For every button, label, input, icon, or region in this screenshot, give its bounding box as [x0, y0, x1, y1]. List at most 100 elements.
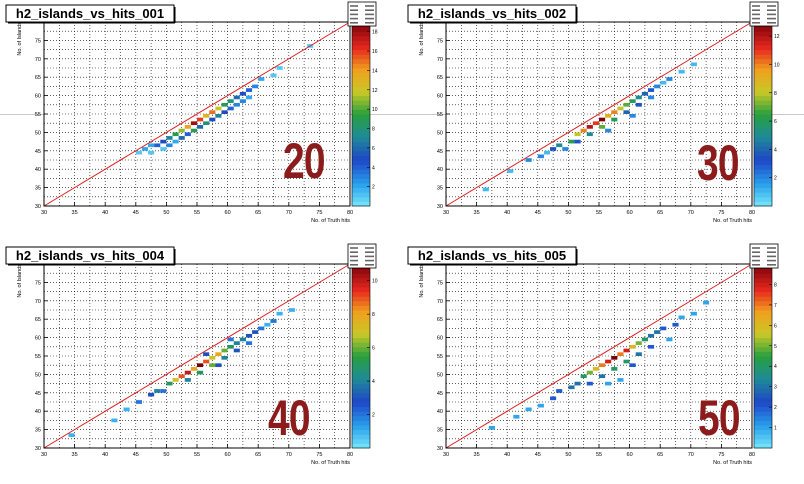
heatmap-cell [617, 352, 624, 356]
heatmap-cell [605, 128, 612, 133]
heatmap-cell [172, 132, 179, 137]
color-bar-segment [352, 379, 370, 385]
color-bar-segment [754, 196, 772, 202]
x-tick-label: 75 [718, 210, 724, 216]
heatmap-cell [270, 73, 277, 78]
heatmap-cell [258, 77, 265, 81]
color-bar-segment [352, 81, 370, 87]
color-bar-segment [754, 100, 772, 106]
heatmap-cell [635, 341, 642, 345]
heatmap-cell [556, 389, 563, 393]
histogram-panel-005: 30 35 40 45 50 55 60 65 70 75 80 30 35 40 45 50 55 60 65 70… [402, 242, 804, 484]
heatmap-cell [592, 367, 599, 371]
y-tick-label: 75 [437, 280, 443, 286]
x-tick-label: 80 [749, 210, 755, 216]
x-tick-label: 35 [72, 452, 78, 458]
heatmap-cell [190, 128, 197, 133]
color-bar-segment [352, 164, 370, 170]
heatmap-cell [160, 389, 167, 393]
heatmap-cell [166, 136, 173, 140]
grid [446, 264, 752, 448]
color-bar-tick-label: 6 [774, 119, 777, 125]
y-tick-label: 50 [35, 372, 41, 378]
color-bar-segment [352, 63, 370, 69]
color-bar-segment [352, 323, 370, 329]
color-bar-tick-label: 8 [774, 282, 777, 288]
heatmap-cell [599, 363, 606, 368]
heatmap-cell [641, 91, 648, 96]
heatmap-cell [203, 359, 210, 364]
color-bar-tick-label: 12 [774, 34, 780, 40]
heatmap-cell [68, 433, 75, 437]
color-bar-segment [352, 72, 370, 78]
heatmap-cell [629, 363, 636, 368]
color-bar-segment [352, 310, 370, 316]
color-bar-segment [352, 429, 370, 435]
color-bar-segment [754, 31, 772, 37]
heatmap-cell [172, 378, 179, 382]
color-bar-segment [352, 291, 370, 297]
x-tick-label: 35 [474, 210, 480, 216]
color-bar-segment [352, 26, 370, 32]
color-bar-segment [352, 127, 370, 133]
color-bar-segment [754, 314, 772, 320]
color-bar-segment [754, 379, 772, 385]
color-bar-segment [352, 155, 370, 161]
y-tick-label: 30 [35, 446, 41, 452]
heatmap-cell [197, 370, 204, 375]
heatmap-cell [599, 117, 606, 122]
heatmap-cell [574, 381, 581, 386]
color-bar-segment [352, 314, 370, 320]
color-bar-tick-label: 2 [372, 413, 375, 419]
heatmap-cells [488, 300, 710, 430]
color-bar-segment [352, 160, 370, 166]
color-bar-tick-label: 10 [774, 62, 780, 68]
heatmap-cell [215, 352, 222, 356]
x-axis-label: No. of Truth hits [311, 460, 350, 466]
x-tick-label: 80 [347, 210, 353, 216]
color-bar-segment [754, 95, 772, 101]
heatmap-cell [233, 341, 240, 345]
x-tick-label: 75 [316, 452, 322, 458]
heatmap-cell [660, 80, 667, 85]
color-bar-segment [352, 35, 370, 41]
x-tick-label: 65 [657, 452, 663, 458]
heatmap-cell [154, 143, 161, 148]
heatmap-cell [288, 308, 295, 312]
heatmap-cell [252, 84, 259, 89]
heatmap-cell [617, 378, 624, 382]
heatmap-cell [135, 150, 142, 155]
heatmap-cell [245, 88, 253, 92]
heatmap-cell [605, 381, 612, 386]
color-bar-segment [352, 342, 370, 348]
annotation-label: 20 [283, 133, 326, 189]
heatmap-cell [190, 121, 197, 126]
x-axis-label: No. of Truth hits [713, 218, 752, 224]
x-tick-label: 60 [225, 452, 231, 458]
heatmap-cells [482, 62, 697, 192]
color-bar-segment [352, 77, 370, 83]
y-tick-label: 70 [437, 299, 443, 305]
heatmap-cell [623, 102, 630, 107]
heatmap-cell [233, 95, 240, 100]
color-bar-segment [352, 123, 370, 129]
color-bar-segment [754, 392, 772, 398]
color-bar-segment [754, 114, 772, 120]
color-bar-segment [754, 40, 772, 46]
heatmap-cell [574, 139, 581, 144]
color-bar-segment [754, 127, 772, 133]
color-bar-segment [352, 196, 370, 202]
color-bar-segment [754, 58, 772, 64]
color-bar-segment [754, 319, 772, 325]
y-tick-label: 45 [35, 149, 41, 155]
annotation-label: 30 [697, 135, 740, 191]
heatmap-cell [574, 132, 581, 137]
x-tick-label: 80 [347, 452, 353, 458]
heatmap-cell [617, 106, 624, 111]
color-bar-segment [352, 369, 370, 375]
heatmap-cell [586, 125, 593, 129]
color-bar-segment [352, 183, 370, 189]
chart-title: h2_islands_vs_hits_001 [16, 6, 164, 21]
x-tick-label: 30 [41, 452, 47, 458]
y-tick-label: 60 [437, 336, 443, 342]
